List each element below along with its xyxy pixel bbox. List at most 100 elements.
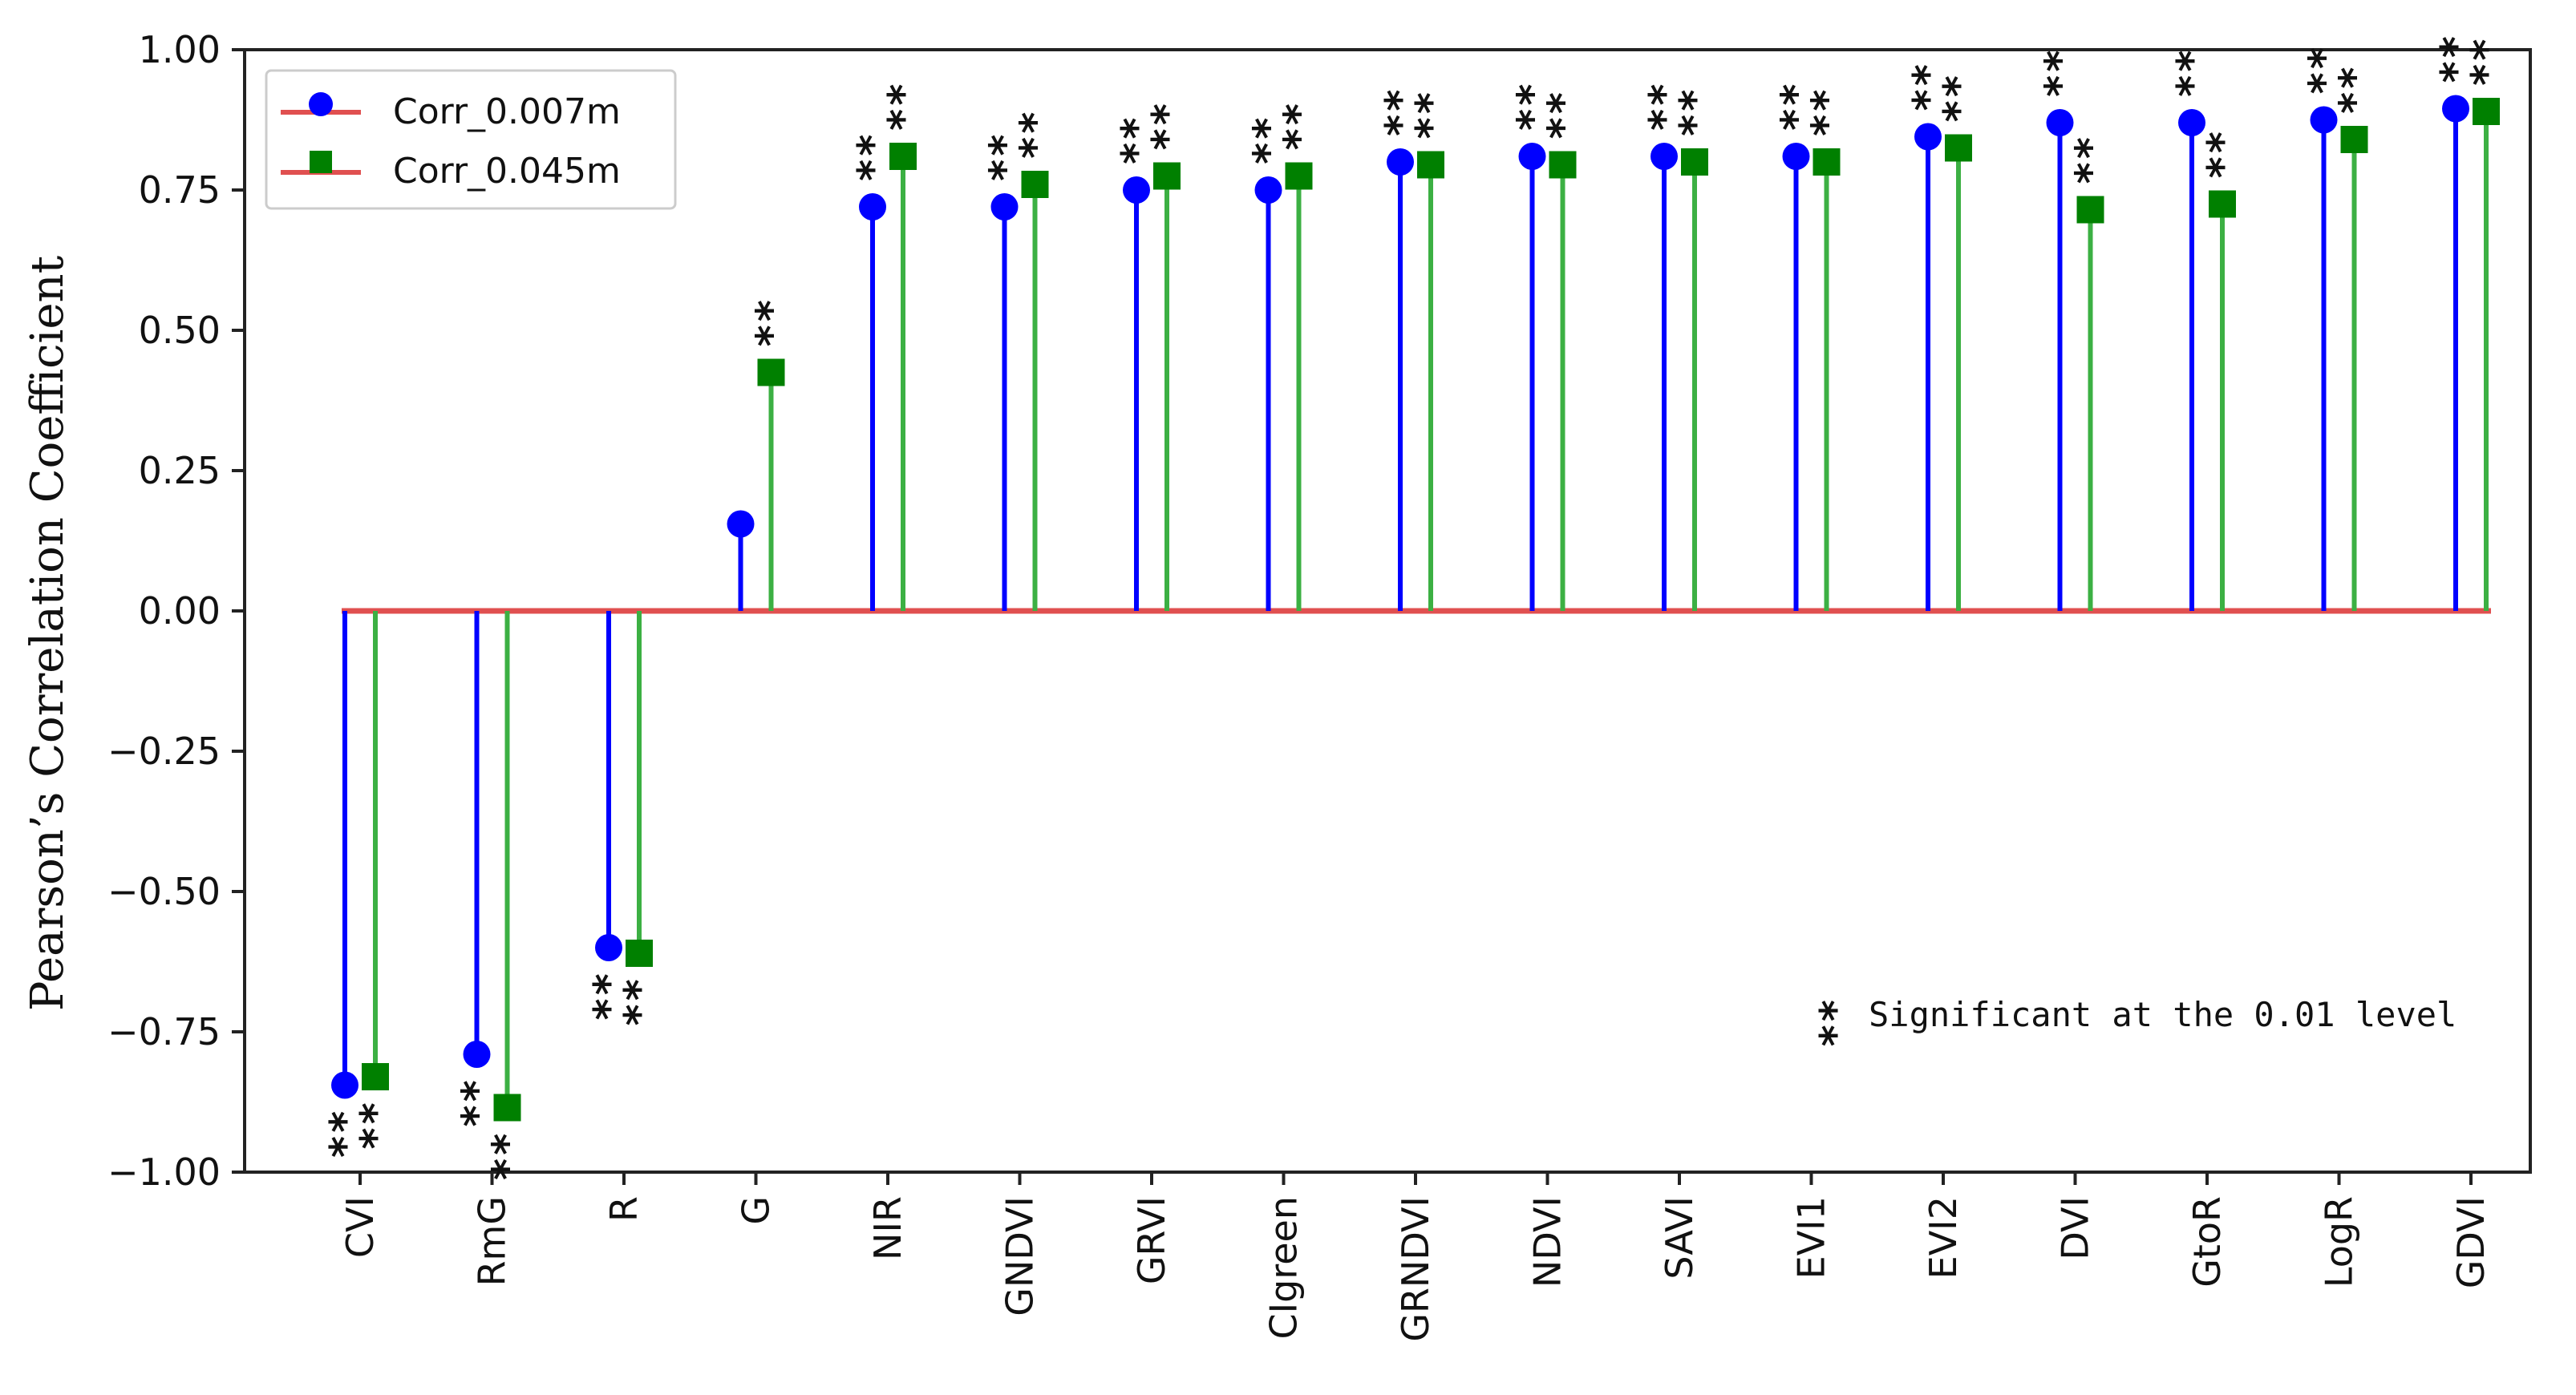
data-point <box>331 1071 358 1099</box>
data-point <box>859 193 886 220</box>
x-tick-label: GDVI <box>2449 1196 2493 1288</box>
data-point <box>2473 98 2500 125</box>
data-point <box>1681 148 1708 176</box>
significance-marker: ** <box>1509 82 1557 132</box>
data-point <box>1417 151 1444 179</box>
y-tick-label: −0.75 <box>107 1010 221 1053</box>
legend-label-2: Corr_0.045m <box>393 151 621 192</box>
data-point <box>1254 176 1282 204</box>
data-point <box>595 934 622 961</box>
x-tick-label: GtoR <box>2185 1196 2229 1288</box>
data-point <box>727 510 755 538</box>
data-point <box>2178 109 2205 136</box>
significance-marker: ** <box>616 977 664 1028</box>
axes: 1.00 0.75 0.50 0.25 0.00 −0.25 −0.50 −0.75 −1.00… <box>107 28 2532 1342</box>
significance-marker: ** <box>2432 34 2481 85</box>
data-point <box>1549 151 1577 179</box>
x-tick-label: GRNDVI <box>1394 1196 1437 1342</box>
markers <box>331 95 2500 1122</box>
y-tick-label: 0.25 <box>139 449 221 492</box>
annotation-star-icon: ** <box>1796 998 1845 1049</box>
data-point <box>889 143 917 170</box>
significance-marker: ** <box>454 1078 502 1129</box>
significance-marker: ** <box>2037 48 2085 99</box>
significance-marker: ** <box>2331 65 2380 115</box>
data-point <box>1914 123 1942 151</box>
significance-marker: ** <box>1804 87 1852 138</box>
data-point <box>990 193 1019 220</box>
x-tick-label: DVI <box>2054 1196 2097 1260</box>
significance-markers: ******** ** ** **** ** ** ** ** ** ** ** **********… <box>322 34 2511 1182</box>
stems <box>342 108 2489 1108</box>
x-tick-label: NDVI <box>1526 1196 1569 1288</box>
significance-annotation: ** Significant at the 0.01 level <box>1796 995 2457 1049</box>
significance-marker: ** <box>2169 48 2217 99</box>
data-point <box>757 358 785 386</box>
x-tick-label: SAVI <box>1658 1196 1701 1280</box>
legend-marker-square <box>310 151 332 173</box>
significance-marker: ** <box>2068 135 2116 186</box>
y-tick-label: 0.75 <box>139 168 221 212</box>
data-point <box>463 1041 491 1068</box>
data-point <box>1651 143 1678 170</box>
data-point <box>1387 148 1414 176</box>
legend: Corr_0.007m Corr_0.045m <box>265 69 677 210</box>
significance-marker: ** <box>1377 87 1425 138</box>
x-tick-label: RmG <box>471 1196 514 1286</box>
significance-marker: ** <box>322 1110 370 1160</box>
significance-marker: ** <box>1905 63 1953 113</box>
y-tick-label: 1.00 <box>139 28 221 71</box>
data-point <box>1782 143 1810 170</box>
x-tick-label: LogR <box>2318 1196 2361 1288</box>
data-point <box>2209 190 2236 218</box>
x-tick-label: EVI2 <box>1922 1196 1965 1279</box>
significance-marker: ** <box>2199 130 2247 180</box>
annotation-text: Significant at the 0.01 level <box>1869 995 2457 1034</box>
y-tick-label: −1.00 <box>107 1150 221 1194</box>
data-point <box>1518 143 1546 170</box>
legend-label-1: Corr_0.007m <box>393 91 621 132</box>
y-axis-label: Pearson’s Correlation Coefficient <box>22 255 74 1011</box>
significance-marker: ** <box>982 132 1030 183</box>
x-tick-label: GRVI <box>1130 1196 1173 1284</box>
significance-marker: ** <box>2463 37 2511 87</box>
data-point <box>493 1094 521 1122</box>
significance-marker: ** <box>1407 91 1456 141</box>
significance-marker: ** <box>484 1132 533 1183</box>
data-point <box>362 1063 389 1090</box>
legend-marker-circle <box>309 92 333 116</box>
x-tick-label: EVI1 <box>1790 1196 1833 1279</box>
significance-marker: ** <box>1113 115 1161 166</box>
legend-box <box>265 69 677 210</box>
x-tick-label: GNDVI <box>998 1196 1042 1316</box>
significance-marker: ** <box>1641 82 1689 132</box>
significance-marker: ** <box>585 972 634 1022</box>
significance-marker: ** <box>1935 74 1983 124</box>
significance-marker: ** <box>1276 102 1324 152</box>
data-point <box>2442 95 2469 123</box>
x-tick-label: CVI <box>338 1196 382 1258</box>
data-point <box>626 940 653 967</box>
x-tick-label: CIgreen <box>1262 1196 1306 1340</box>
data-point <box>1945 134 1972 162</box>
y-tick-label: 0.00 <box>139 589 221 633</box>
significance-marker: ** <box>1773 82 1821 132</box>
significance-marker: ** <box>1245 115 1294 166</box>
significance-marker: ** <box>880 82 928 132</box>
data-point <box>1021 171 1049 198</box>
significance-marker: ** <box>352 1101 400 1151</box>
y-tick-label: −0.25 <box>107 730 221 773</box>
significance-marker: ** <box>1012 110 1060 160</box>
data-point <box>1153 162 1181 190</box>
x-tick-label: G <box>735 1196 778 1225</box>
y-tick-label: −0.50 <box>107 870 221 913</box>
significance-marker: ** <box>849 132 897 183</box>
data-point <box>1123 176 1150 204</box>
significance-marker: ** <box>1540 91 1588 141</box>
data-point <box>2046 109 2074 136</box>
significance-marker: ** <box>2301 46 2349 96</box>
data-point <box>2076 196 2104 224</box>
significance-marker: ** <box>1144 102 1192 152</box>
data-point <box>2340 126 2368 153</box>
